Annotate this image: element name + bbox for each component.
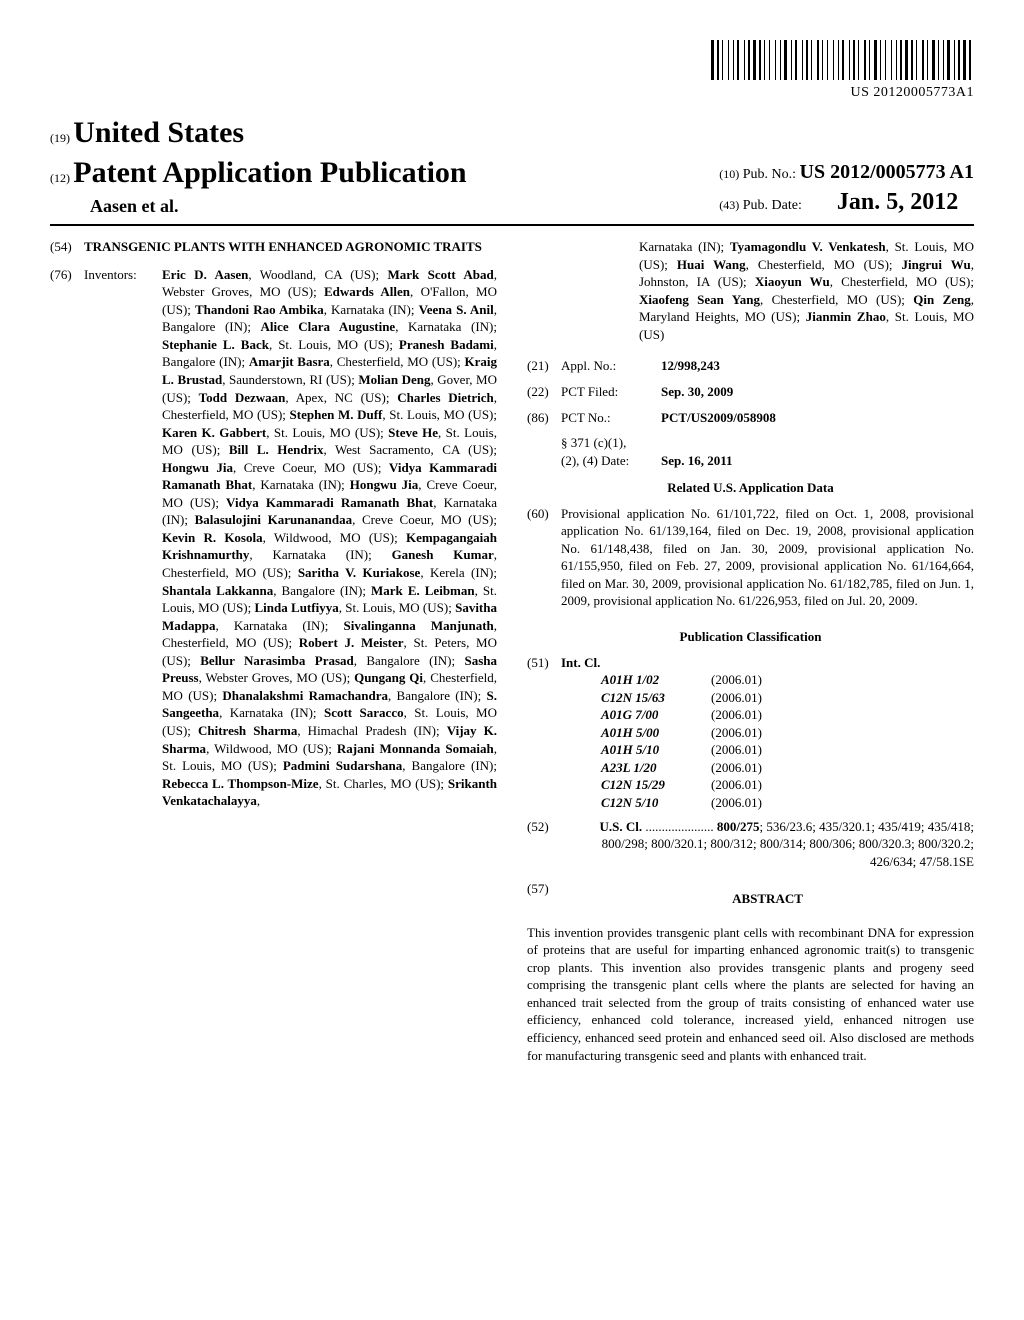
pub-type: Patent Application Publication	[73, 156, 466, 189]
intcl-entry: C12N 5/10(2006.01)	[601, 794, 974, 812]
intcl-entry: A23L 1/20(2006.01)	[601, 759, 974, 777]
code-86: (86)	[527, 409, 561, 427]
code-52: (52)	[527, 818, 561, 871]
pct-no-row: (86) PCT No.: PCT/US2009/058908	[527, 409, 974, 427]
body-columns: (54) TRANSGENIC PLANTS WITH ENHANCED AGR…	[50, 238, 974, 1072]
pct-filed-label: PCT Filed:	[561, 383, 661, 401]
title-row: (54) TRANSGENIC PLANTS WITH ENHANCED AGR…	[50, 238, 497, 256]
code-57: (57)	[527, 880, 561, 918]
pct-filed-row: (22) PCT Filed: Sep. 30, 2009	[527, 383, 974, 401]
related-row: (60) Provisional application No. 61/101,…	[527, 505, 974, 618]
sec371-row: § 371 (c)(1), (2), (4) Date: Sep. 16, 20…	[561, 434, 974, 469]
pct-no-value: PCT/US2009/058908	[661, 409, 776, 427]
header-left: (19) United States (12) Patent Applicati…	[50, 113, 467, 218]
code-51: (51)	[527, 654, 561, 812]
appl-no-row: (21) Appl. No.: 12/998,243	[527, 357, 974, 375]
code-60: (60)	[527, 505, 561, 618]
uscl-label: U.S. Cl.	[599, 819, 642, 834]
intcl-label: Int. Cl.	[561, 655, 600, 670]
code-76: (76)	[50, 266, 84, 810]
code-19: (19)	[50, 131, 70, 145]
sec371-date: Sep. 16, 2011	[661, 452, 733, 470]
inventors-row: (76) Inventors: Eric D. Aasen, Woodland,…	[50, 266, 497, 810]
barcode	[711, 40, 974, 80]
intcl-entry: A01H 5/10(2006.01)	[601, 741, 974, 759]
title-text: TRANSGENIC PLANTS WITH ENHANCED AGRONOMI…	[84, 238, 497, 256]
code-10: (10)	[719, 167, 739, 181]
abstract-heading: ABSTRACT	[561, 890, 974, 908]
country: United States	[73, 116, 244, 149]
pct-no-label: PCT No.:	[561, 409, 661, 427]
doc-number-top: US 20120005773A1	[50, 84, 974, 103]
code-12: (12)	[50, 171, 70, 185]
intcl-entry: A01G 7/00(2006.01)	[601, 706, 974, 724]
related-text: Provisional application No. 61/101,722, …	[561, 505, 974, 610]
uscl-lead: 800/275	[717, 819, 760, 834]
classification-heading: Publication Classification	[527, 628, 974, 646]
intcl-entry: A01H 5/00(2006.01)	[601, 724, 974, 742]
abstract-text: This invention provides transgenic plant…	[527, 924, 974, 1064]
code-43: (43)	[719, 198, 739, 212]
inventors-label: Inventors:	[84, 266, 162, 810]
code-54: (54)	[50, 238, 84, 256]
intcl-entry: A01H 1/02(2006.01)	[601, 671, 974, 689]
sec371-line1: § 371 (c)(1),	[561, 434, 661, 452]
pub-no-label: Pub. No.:	[743, 167, 796, 182]
header-row: (19) United States (12) Patent Applicati…	[50, 113, 974, 226]
inventors-list-right: Karnataka (IN); Tyamagondlu V. Venkatesh…	[639, 238, 974, 343]
intcl-entry: C12N 15/63(2006.01)	[601, 689, 974, 707]
appl-no-label: Appl. No.:	[561, 357, 661, 375]
intcl-table: A01H 1/02(2006.01)C12N 15/63(2006.01)A01…	[601, 671, 974, 811]
appl-no-value: 12/998,243	[661, 357, 720, 375]
pub-no: US 2012/0005773 A1	[800, 161, 974, 183]
left-column: (54) TRANSGENIC PLANTS WITH ENHANCED AGR…	[50, 238, 497, 1072]
pub-date-label: Pub. Date:	[743, 198, 802, 213]
code-21: (21)	[527, 357, 561, 375]
intcl-entry: C12N 15/29(2006.01)	[601, 776, 974, 794]
pub-date: Jan. 5, 2012	[837, 189, 958, 215]
abstract-row: (57) ABSTRACT	[527, 880, 974, 918]
pct-filed-value: Sep. 30, 2009	[661, 383, 733, 401]
intcl-row: (51) Int. Cl. A01H 1/02(2006.01)C12N 15/…	[527, 654, 974, 812]
header-authors: Aasen et al.	[50, 194, 467, 218]
top-right-block: US 20120005773A1	[50, 40, 974, 103]
related-heading: Related U.S. Application Data	[527, 479, 974, 497]
sec371-line2: (2), (4) Date:	[561, 452, 661, 470]
inventors-list-left: Eric D. Aasen, Woodland, CA (US); Mark S…	[162, 266, 497, 810]
right-column: Karnataka (IN); Tyamagondlu V. Venkatesh…	[527, 238, 974, 1072]
header-right: (10) Pub. No.: US 2012/0005773 A1 (43) P…	[719, 159, 974, 218]
code-22: (22)	[527, 383, 561, 401]
uscl-row: (52) U.S. Cl. ..................... 800/…	[527, 818, 974, 871]
